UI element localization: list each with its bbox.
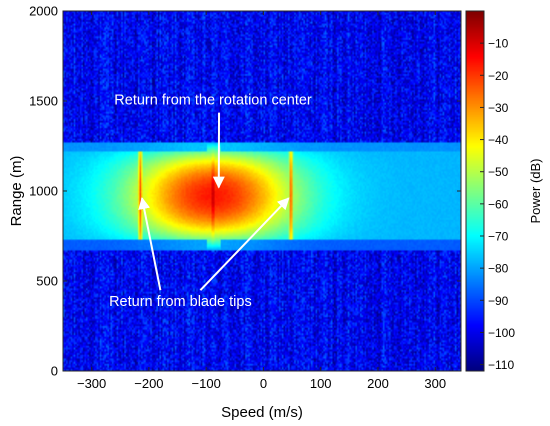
colorbar-tick-label: −10 <box>488 37 509 51</box>
y-tick-label: 1500 <box>29 94 58 109</box>
colorbar-tick-label: −50 <box>488 165 509 179</box>
colorbar-tick-label: −20 <box>488 69 509 83</box>
colorbar-ticks: −10 −20 −30 −40 −50 −60 −70 −80 −90 −100 −110 <box>480 37 515 372</box>
annotation-arrow <box>199 197 290 291</box>
y-tick-label: 500 <box>36 274 58 289</box>
heatmap-plot-area <box>62 10 462 372</box>
x-tick-label: 100 <box>310 376 332 391</box>
y-axis-label: Range (m) <box>8 156 25 227</box>
x-tick-label: 0 <box>260 376 267 391</box>
y-tick-label: 0 <box>51 364 58 379</box>
x-axis-label: Speed (m/s) <box>221 404 303 421</box>
colorbar-tick-label: −40 <box>488 133 509 147</box>
y-axis-ticks: 0 500 1000 1500 2000 <box>29 4 461 379</box>
annotation-label: Return from the rotation center <box>114 93 312 109</box>
x-tick-label: −300 <box>77 376 106 391</box>
colorbar <box>465 10 485 372</box>
x-tick-label: −100 <box>192 376 221 391</box>
heatmap-image <box>63 11 461 371</box>
colorbar-tick-label: −110 <box>488 358 514 372</box>
colorbar-tick-label: −90 <box>488 294 509 308</box>
colorbar-tick-label: −60 <box>488 197 509 211</box>
y-tick-label: 2000 <box>29 4 58 19</box>
colorbar-tick-label: −30 <box>488 101 509 115</box>
colorbar-tick-label: −70 <box>488 230 509 244</box>
x-tick-label: 200 <box>367 376 389 391</box>
colorbar-tick-label: −100 <box>488 326 515 340</box>
colorbar-label: Power (dB) <box>528 158 543 223</box>
y-tick-label: 1000 <box>29 184 58 199</box>
x-tick-label: −200 <box>134 376 163 391</box>
x-axis-ticks: −300 −200 −100 0 100 200 300 <box>77 11 446 391</box>
x-tick-label: 300 <box>424 376 446 391</box>
annotation-arrow <box>138 197 162 291</box>
annotation-label: Return from blade tips <box>109 294 252 310</box>
colorbar-frame <box>465 10 485 372</box>
colorbar-tick-label: −80 <box>488 262 509 276</box>
annotations: Return from the rotation center Return fr… <box>109 93 312 311</box>
colorbar-gradient <box>466 11 484 371</box>
